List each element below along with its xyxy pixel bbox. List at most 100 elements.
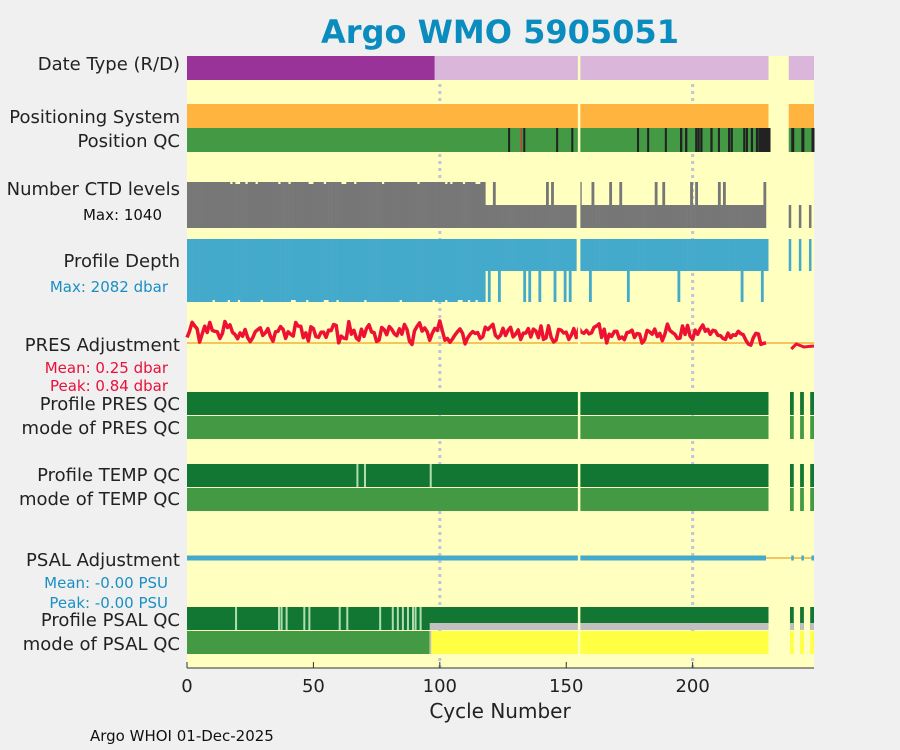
ctd-bar-158 — [583, 205, 587, 228]
depth-bar-8 — [204, 239, 208, 302]
depth-bar-4 — [194, 239, 198, 302]
mode-temp-qc-band — [187, 488, 769, 511]
ctd-bar-134 — [523, 205, 527, 228]
position-qc-good-band — [187, 128, 769, 152]
depth-bar-175 — [626, 239, 630, 302]
depth-bar-223 — [748, 239, 752, 271]
chart-title: Argo WMO 5905051 — [321, 13, 679, 51]
depth-bar-63 — [343, 239, 347, 302]
label-profile-psal-qc: Profile PSAL QC — [41, 610, 180, 631]
depth-bar-25 — [247, 239, 251, 302]
ctd-bar-35 — [272, 182, 276, 228]
depth-bar-196 — [680, 239, 683, 271]
ctd-bar-202 — [695, 182, 699, 228]
depth-bar-207 — [707, 239, 711, 271]
depth-bar-62 — [341, 239, 345, 302]
ctd-bar-173 — [621, 205, 625, 228]
position-qc-bad-189 — [664, 128, 667, 152]
ctd-bar-99 — [434, 182, 438, 228]
ctd-bar-51 — [313, 182, 317, 228]
depth-bar-49 — [308, 239, 312, 302]
ctd-bar-216 — [730, 205, 734, 228]
positioning-segment-0 — [187, 104, 769, 128]
ctd-bar-168 — [609, 182, 613, 228]
depth-bar-6 — [199, 239, 203, 302]
mode-pres-qc-tail-1 — [800, 416, 804, 439]
ctd-bar-46 — [300, 182, 304, 228]
ctd-bar-181 — [642, 205, 645, 228]
ctd-bar-150 — [563, 205, 567, 228]
ctd-bar-95 — [424, 182, 428, 228]
depth-bar-227 — [758, 239, 762, 271]
label-psal-adjustment: PSAL Adjustment — [26, 550, 180, 571]
profile-psal-qc-light-76 — [379, 607, 382, 630]
depth-bar-217 — [733, 239, 736, 271]
depth-bar-43 — [293, 239, 297, 300]
ctd-bar-60 — [336, 182, 339, 228]
ctd-bar-58 — [331, 182, 334, 228]
ctd-bar-119 — [485, 205, 489, 228]
depth-bar-36 — [275, 239, 279, 302]
profile-psal-qc-light-39 — [285, 607, 288, 630]
label-mode-temp-qc: mode of TEMP QC — [19, 489, 180, 510]
date-type-segment-0 — [187, 56, 435, 80]
ctd-bar-75 — [374, 182, 377, 228]
ctd-bar-13 — [217, 182, 221, 228]
depth-bar-134 — [523, 239, 527, 302]
depth-bar-122 — [492, 239, 496, 271]
depth-bar-228 — [760, 239, 764, 302]
position-qc-bad-210 — [717, 128, 720, 152]
ctd-bar-84 — [396, 182, 400, 228]
depth-bar-87 — [404, 239, 408, 302]
depth-bar-57 — [328, 239, 332, 302]
position-qc-bad-dense-197 — [685, 128, 688, 152]
ctd-bar-228 — [760, 205, 764, 228]
depth-bar-138 — [533, 239, 537, 271]
depth-bar-107 — [454, 239, 458, 302]
ctd-bar-179 — [637, 205, 640, 228]
depth-bar-44 — [295, 239, 299, 302]
psal-adjustment-line — [187, 555, 766, 561]
depth-bar-7 — [202, 239, 205, 302]
depth-bar-179 — [637, 239, 640, 271]
mode-psal-qc-probable-band — [429, 631, 769, 654]
ctd-bar-100 — [437, 182, 441, 228]
ctd-bar-78 — [381, 184, 385, 228]
ctd-bar-45 — [298, 182, 302, 228]
ctd-bar-126 — [503, 205, 506, 228]
depth-bar-143 — [546, 239, 549, 271]
depth-bar-80 — [386, 239, 390, 302]
depth-bar-192 — [669, 239, 673, 271]
depth-bar-14 — [219, 239, 223, 302]
ctd-bar-186 — [654, 182, 658, 228]
depth-bar-140 — [538, 239, 542, 302]
depth-bar-39 — [283, 239, 286, 302]
mode-pres-qc-tail-2 — [810, 416, 814, 439]
depth-bar-126 — [503, 239, 506, 271]
ctd-bar-190 — [664, 205, 668, 228]
depth-bar-97 — [429, 239, 433, 302]
ctd-bar-218 — [735, 205, 739, 228]
label-position-qc: Position QC — [77, 131, 180, 152]
ctd-bar-160 — [588, 205, 592, 228]
ctd-bar-177 — [631, 205, 635, 228]
depth-bar-81 — [389, 239, 393, 302]
depth-bar-218 — [735, 239, 739, 271]
depth-bar-42 — [290, 239, 294, 300]
ctd-bar-127 — [505, 205, 509, 228]
ctd-bar-109 — [460, 182, 463, 228]
ctd-bar-76 — [376, 182, 380, 228]
depth-bar-26 — [250, 239, 254, 302]
psal-adjustment-tail-247 — [811, 555, 814, 561]
depth-bar-209 — [712, 239, 716, 271]
depth-bar-103 — [444, 239, 448, 300]
profile-psal-qc-light-89 — [412, 607, 415, 630]
ctd-bar-131 — [515, 205, 519, 228]
ctd-bar-92 — [417, 184, 420, 228]
data-marks — [185, 56, 815, 654]
ctd-bar-77 — [379, 182, 382, 228]
ctd-bar-163 — [596, 205, 600, 228]
depth-bar-102 — [442, 239, 446, 302]
depth-bar-132 — [518, 239, 522, 271]
mode-pres-qc-band — [187, 416, 769, 439]
